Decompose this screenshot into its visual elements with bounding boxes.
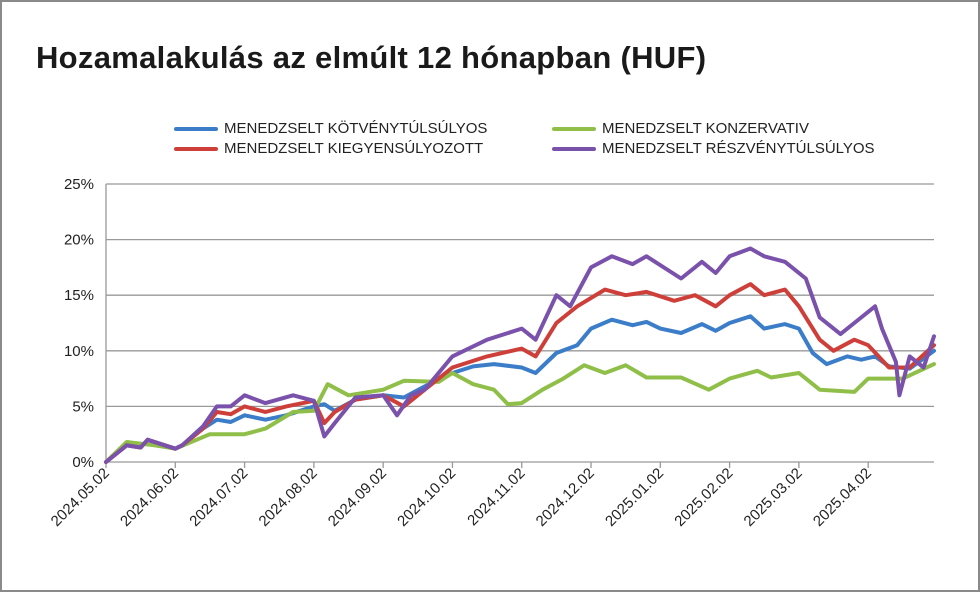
series-line-0 — [104, 314, 936, 464]
y-tick-label: 15% — [64, 287, 94, 304]
y-tick-label: 0% — [72, 454, 94, 471]
legend-label: MENEDZSELT RÉSZVÉNYTÚLSÚLYOS — [602, 140, 875, 157]
x-tick-label: 2025.01.02 — [602, 465, 667, 530]
legend-item-kotveny: MENEDZSELT KÖTVÉNYTÚLSÚLYOS — [174, 120, 487, 137]
series-line-1 — [104, 362, 936, 464]
x-tick-label: 2025.04.02 — [810, 465, 875, 530]
y-tick-label: 10% — [64, 343, 94, 360]
x-tick-label: 2024.05.02 — [48, 465, 113, 530]
x-tick-label: 2024.08.02 — [256, 465, 321, 530]
legend-swatch — [552, 146, 596, 151]
series-line-3 — [104, 246, 936, 464]
x-tick-label: 2024.11.02 — [464, 465, 528, 529]
x-tick-label: 2025.03.02 — [741, 465, 806, 530]
x-tick-label: 2024.09.02 — [325, 465, 390, 530]
y-tick-label: 25% — [64, 176, 94, 193]
legend-swatch — [174, 146, 218, 151]
legend-label: MENEDZSELT KÖTVÉNYTÚLSÚLYOS — [224, 120, 488, 137]
legend-item-konzervativ: MENEDZSELT KONZERVATIV — [552, 120, 809, 137]
chart-title: Hozamalakulás az elmúlt 12 hónapban (HUF… — [36, 40, 707, 75]
legend-label: MENEDZSELT KONZERVATIV — [602, 120, 809, 137]
legend-item-kiegyensulyozott: MENEDZSELT KIEGYENSÚLYOZOTT — [174, 140, 483, 157]
legend-item-reszveny: MENEDZSELT RÉSZVÉNYTÚLSÚLYOS — [552, 140, 875, 157]
x-tick-label: 2024.12.02 — [533, 465, 598, 530]
x-tick-label: 2024.06.02 — [117, 465, 182, 530]
legend-label: MENEDZSELT KIEGYENSÚLYOZOTT — [224, 140, 484, 157]
y-tick-label: 20% — [64, 232, 94, 249]
x-tick-label: 2024.10.02 — [394, 465, 459, 530]
legend-swatch — [174, 126, 218, 131]
x-tick-label: 2024.07.02 — [186, 465, 251, 530]
series-line-2 — [104, 282, 936, 464]
y-tick-label: 5% — [72, 398, 94, 415]
legend-swatch — [552, 126, 596, 131]
x-tick-label: 2025.02.02 — [671, 465, 736, 530]
